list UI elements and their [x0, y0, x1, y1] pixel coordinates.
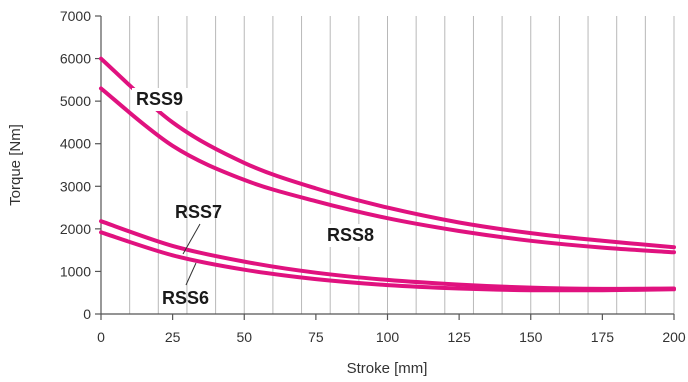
y-tick-label: 4000: [60, 136, 91, 152]
series-label-rss6: RSS6: [162, 288, 209, 308]
x-tick-label: 175: [591, 329, 615, 345]
y-tick-label: 7000: [60, 8, 91, 24]
series-line-rss9: [99, 56, 676, 250]
x-axis-title: Stroke [mm]: [347, 360, 428, 377]
x-tick-label: 75: [308, 329, 324, 345]
x-tick-label: 0: [97, 329, 105, 345]
y-tick-label: 2000: [60, 221, 91, 237]
x-tick-label: 125: [447, 329, 471, 345]
series-label-bg-rss8: [323, 224, 385, 247]
label-leader-rss6: [185, 262, 197, 286]
x-tick-label: 150: [519, 329, 543, 345]
axes: [95, 15, 675, 320]
series-line-rss6: [99, 230, 676, 293]
series-label-rss7: RSS7: [175, 202, 222, 222]
series-label-bg-rss9: [132, 88, 194, 111]
y-tick-label: 0: [83, 306, 91, 322]
x-tick-label: 100: [376, 329, 400, 345]
y-tick-label: 5000: [60, 93, 91, 109]
x-tick-label: 50: [236, 329, 252, 345]
y-tick-label: 1000: [60, 263, 91, 279]
series-line-rss8: [99, 86, 676, 255]
series-label-rss8: RSS8: [327, 225, 374, 245]
series-lines: [99, 56, 676, 293]
x-tick-label: 25: [165, 329, 181, 345]
y-axis-title: Torque [Nm]: [7, 124, 24, 206]
series-label-rss9: RSS9: [136, 89, 183, 109]
series-labels: RSS9 RSS8 RSS7 RSS6: [132, 88, 385, 308]
gridlines: [129, 16, 675, 314]
x-tick-label: 200: [662, 329, 686, 345]
y-tick-label: 6000: [60, 51, 91, 67]
y-tick-label: 3000: [60, 178, 91, 194]
label-leader-rss7: [182, 223, 201, 255]
tick-labels: 0 1000 2000 3000 4000 5000 6000 7000 0 25 50 75 100 1…: [60, 8, 686, 345]
